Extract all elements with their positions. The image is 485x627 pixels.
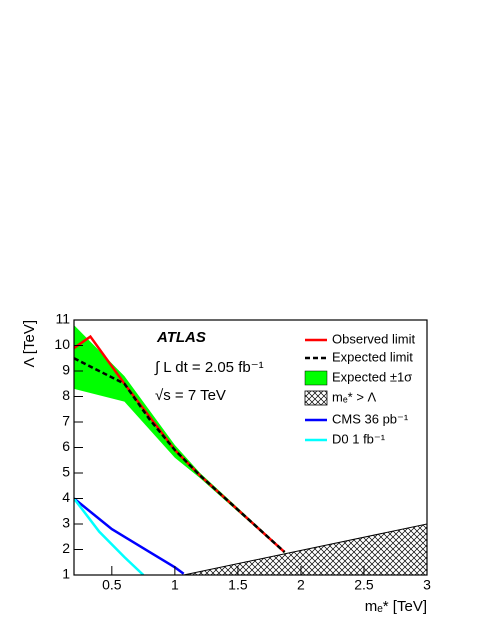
- y-tick-label: 1: [62, 566, 70, 582]
- energy-label: √s = 7 TeV: [155, 387, 226, 404]
- series-line: [74, 497, 185, 575]
- y-tick-label: 4: [62, 489, 70, 505]
- y-tick-label: 8: [62, 387, 70, 403]
- y-tick-label: 3: [62, 515, 70, 531]
- y-tick-label: 7: [62, 413, 70, 429]
- x-axis-label: mₑ* [TeV]: [365, 598, 427, 615]
- y-tick-label: 2: [62, 540, 70, 556]
- legend-swatch: [304, 370, 328, 386]
- atlas-label: ATLAS: [156, 329, 206, 346]
- x-tick-label: 1.5: [228, 577, 248, 593]
- legend-label: Expected ±1σ: [332, 369, 412, 384]
- legend-label: CMS 36 pb⁻¹: [332, 411, 409, 426]
- y-tick-label: 11: [55, 311, 70, 327]
- error-band: [74, 325, 285, 554]
- series-line: [74, 497, 145, 575]
- x-tick-label: 2: [297, 577, 305, 593]
- legend-label: mₑ* > Λ: [332, 389, 377, 404]
- y-tick-label: 10: [54, 336, 70, 352]
- y-tick-label: 5: [62, 464, 70, 480]
- y-tick-label: 6: [62, 438, 70, 454]
- legend-label: D0 1 fb⁻¹: [332, 431, 386, 446]
- plot-area: [74, 325, 427, 575]
- x-tick-label: 1: [171, 577, 179, 593]
- x-tick-label: 2.5: [354, 577, 374, 593]
- legend-label: Observed limit: [332, 331, 415, 346]
- y-axis-label: Λ [TeV]: [21, 320, 38, 368]
- x-tick-label: 0.5: [102, 577, 122, 593]
- x-tick-label: 3: [423, 577, 431, 593]
- luminosity-label: ∫ L dt = 2.05 fb⁻¹: [154, 359, 264, 376]
- series-line: [74, 357, 286, 553]
- legend-label: Expected limit: [332, 349, 413, 364]
- y-tick-label: 9: [62, 362, 70, 378]
- legend-swatch: [304, 390, 328, 406]
- excluded-area: [183, 523, 427, 575]
